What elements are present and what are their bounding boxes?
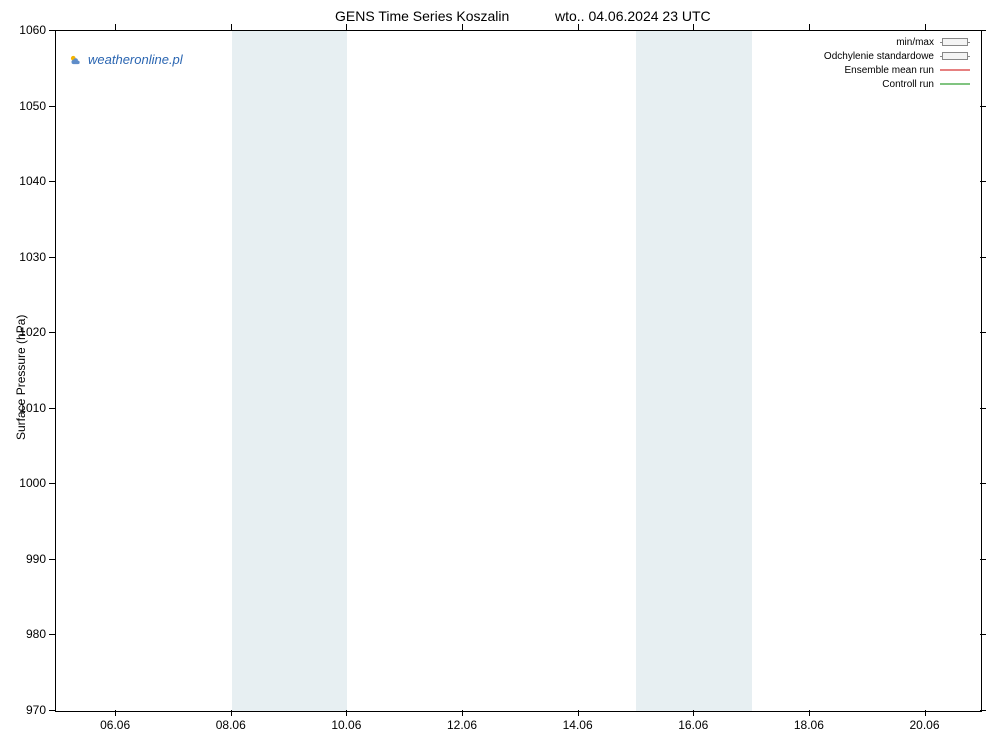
x-tick-label: 18.06	[794, 718, 824, 732]
weekend-band	[636, 31, 752, 711]
y-tick-label: 970	[26, 703, 46, 717]
y-tick-mark	[49, 181, 55, 182]
legend-item-label: min/max	[896, 37, 934, 48]
x-tick-mark	[462, 24, 463, 30]
y-tick-mark	[980, 257, 986, 258]
x-tick-label: 06.06	[100, 718, 130, 732]
y-tick-mark	[980, 181, 986, 182]
y-tick-label: 1060	[19, 23, 46, 37]
plot-area	[55, 30, 982, 712]
x-tick-mark	[925, 710, 926, 716]
y-tick-label: 1050	[19, 99, 46, 113]
y-tick-mark	[49, 634, 55, 635]
y-tick-mark	[980, 30, 986, 31]
x-tick-mark	[115, 24, 116, 30]
legend-item-label: Odchylenie standardowe	[824, 51, 934, 62]
legend-item: min/max	[824, 35, 970, 49]
x-tick-mark	[231, 710, 232, 716]
y-tick-label: 1010	[19, 401, 46, 415]
y-tick-mark	[980, 408, 986, 409]
y-tick-mark	[49, 710, 55, 711]
legend-swatch	[940, 80, 970, 88]
watermark-text: weatheronline.pl	[88, 52, 183, 67]
x-tick-label: 12.06	[447, 718, 477, 732]
legend-item: Ensemble mean run	[824, 63, 970, 77]
legend-swatch	[940, 66, 970, 74]
legend-swatch	[940, 52, 970, 60]
x-tick-mark	[462, 710, 463, 716]
legend-swatch	[940, 38, 970, 46]
y-tick-label: 980	[26, 627, 46, 641]
chart-title-left: GENS Time Series Koszalin	[335, 8, 509, 24]
y-tick-label: 1000	[19, 476, 46, 490]
x-tick-mark	[693, 710, 694, 716]
x-tick-mark	[115, 710, 116, 716]
weekend-band	[232, 31, 348, 711]
y-tick-mark	[49, 483, 55, 484]
x-tick-label: 20.06	[909, 718, 939, 732]
y-tick-mark	[980, 559, 986, 560]
x-tick-mark	[809, 710, 810, 716]
y-tick-mark	[49, 332, 55, 333]
y-tick-mark	[980, 332, 986, 333]
legend-item-label: Controll run	[882, 79, 934, 90]
y-tick-label: 990	[26, 552, 46, 566]
x-tick-mark	[925, 24, 926, 30]
x-tick-mark	[578, 24, 579, 30]
legend-item: Controll run	[824, 77, 970, 91]
y-tick-mark	[49, 408, 55, 409]
x-tick-mark	[809, 24, 810, 30]
x-tick-mark	[231, 24, 232, 30]
y-tick-label: 1020	[19, 325, 46, 339]
watermark: weatheronline.pl	[68, 52, 183, 67]
y-tick-mark	[49, 106, 55, 107]
x-tick-mark	[693, 24, 694, 30]
y-tick-label: 1030	[19, 250, 46, 264]
y-tick-mark	[49, 257, 55, 258]
x-tick-label: 08.06	[216, 718, 246, 732]
x-tick-mark	[578, 710, 579, 716]
chart-title-right: wto.. 04.06.2024 23 UTC	[555, 8, 711, 24]
x-tick-label: 16.06	[678, 718, 708, 732]
legend-item: Odchylenie standardowe	[824, 49, 970, 63]
pressure-time-series-chart: GENS Time Series Koszalin wto.. 04.06.20…	[0, 0, 1000, 733]
x-tick-label: 10.06	[331, 718, 361, 732]
x-tick-label: 14.06	[563, 718, 593, 732]
y-tick-label: 1040	[19, 174, 46, 188]
x-tick-mark	[346, 710, 347, 716]
y-tick-mark	[980, 106, 986, 107]
legend-item-label: Ensemble mean run	[845, 65, 935, 76]
y-tick-mark	[49, 30, 55, 31]
y-tick-mark	[980, 710, 986, 711]
weather-partly-sunny-icon	[68, 53, 82, 67]
y-tick-mark	[980, 634, 986, 635]
x-tick-mark	[346, 24, 347, 30]
y-tick-mark	[980, 483, 986, 484]
y-tick-mark	[49, 559, 55, 560]
chart-legend: min/max Odchylenie standardowe Ensemble me…	[824, 35, 970, 91]
